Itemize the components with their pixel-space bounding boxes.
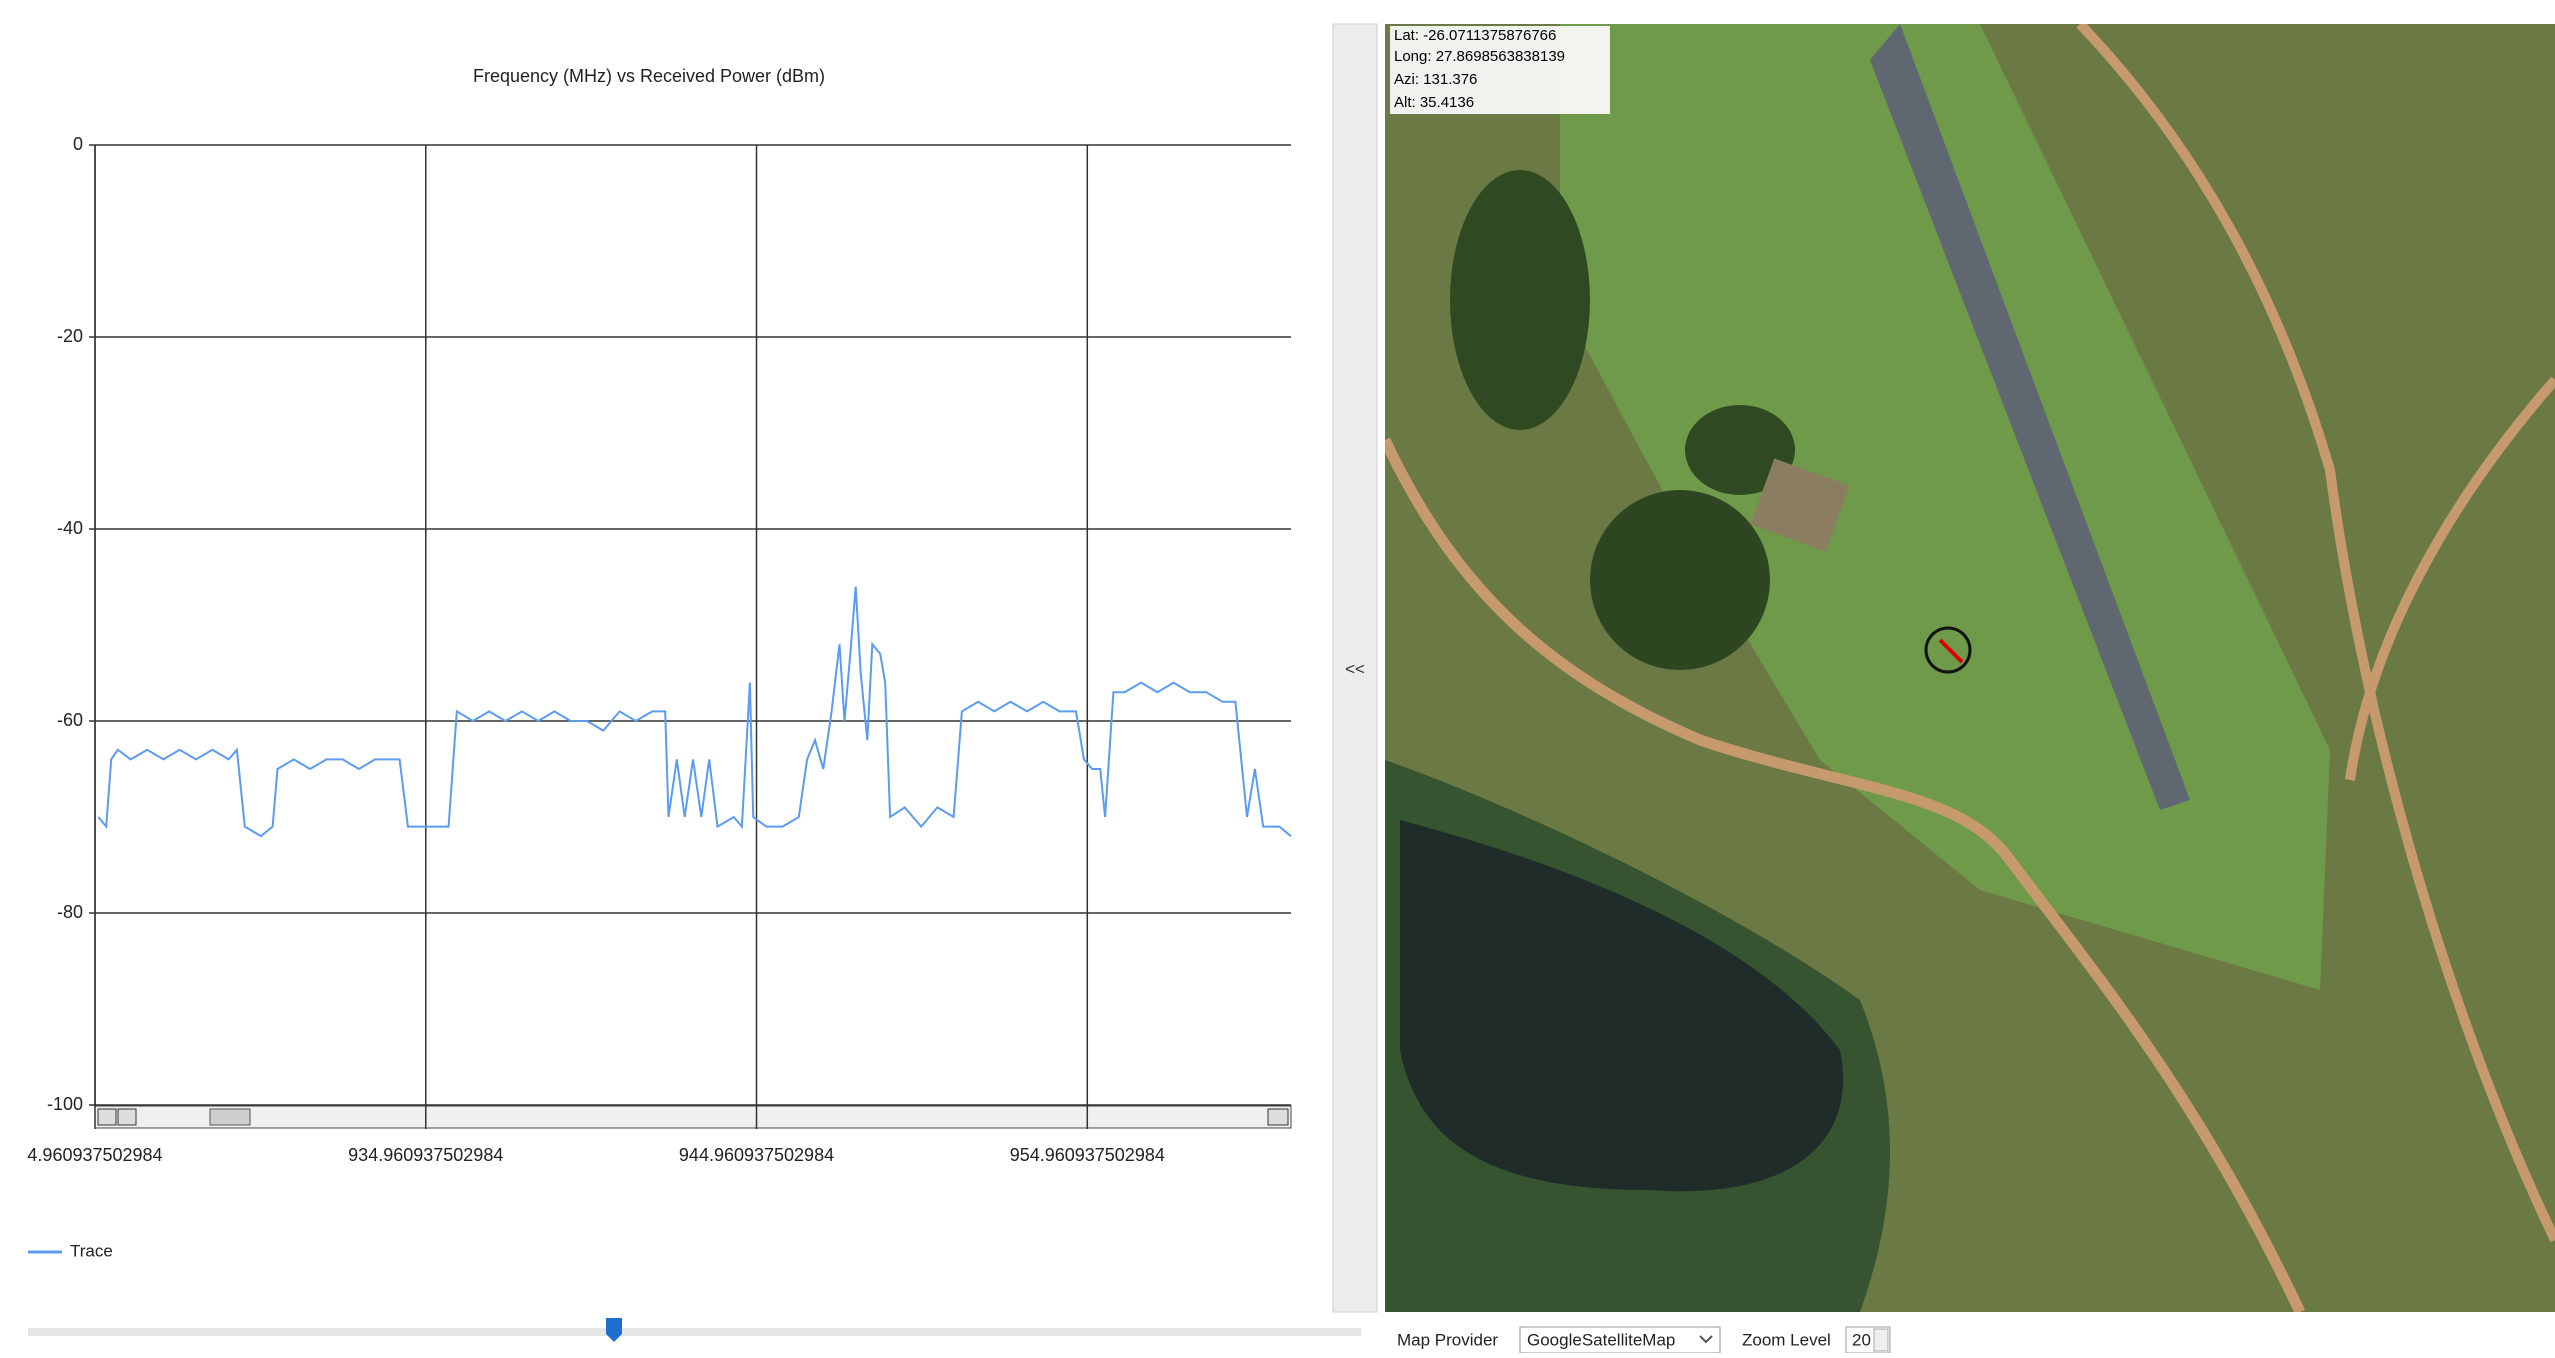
map-view[interactable] (1385, 24, 2555, 1312)
long-text: Long: 27.8698563838139 (1394, 48, 1565, 65)
app-window: Frequency (MHz) vs Received Power (dBm) … (0, 0, 2555, 1353)
x-tick-label: 944.960937502984 (679, 1145, 834, 1165)
scroll-thumb[interactable] (210, 1109, 250, 1125)
y-tick-label: -60 (57, 710, 83, 730)
legend-label: Trace (70, 1241, 113, 1260)
y-tick-label: -100 (47, 1094, 83, 1114)
page: Frequency (MHz) vs Received Power (dBm) … (0, 0, 2555, 1353)
x-tick-label: 4.960937502984 (27, 1145, 162, 1165)
x-tick-label: 954.960937502984 (1010, 1145, 1165, 1165)
zoom-label: Zoom Level (1742, 1330, 1831, 1349)
scroll-zoom-button[interactable] (98, 1109, 116, 1125)
x-tick-label: 934.960937502984 (348, 1145, 503, 1165)
y-tick-label: 0 (73, 134, 83, 154)
y-tick-label: -40 (57, 518, 83, 538)
y-tick-label: -20 (57, 326, 83, 346)
lat-text: Lat: -26.0711375876766 (1394, 27, 1556, 44)
collapse-label: << (1345, 659, 1365, 678)
chart-title: Frequency (MHz) vs Received Power (dBm) (473, 66, 825, 86)
zoom-value: 20 (1852, 1330, 1871, 1349)
chart-scrollbar[interactable] (95, 1106, 1291, 1128)
map-provider-value: GoogleSatelliteMap (1527, 1330, 1675, 1349)
azi-text: Azi: 131.376 (1394, 71, 1477, 88)
zoom-spinner[interactable] (1874, 1329, 1888, 1351)
alt-text: Alt: 35.4136 (1394, 94, 1474, 111)
map-provider-label: Map Provider (1397, 1330, 1498, 1349)
slider-track (28, 1328, 1361, 1336)
scroll-right-button[interactable] (1268, 1109, 1288, 1125)
scroll-left-button[interactable] (118, 1109, 136, 1125)
y-tick-label: -80 (57, 902, 83, 922)
